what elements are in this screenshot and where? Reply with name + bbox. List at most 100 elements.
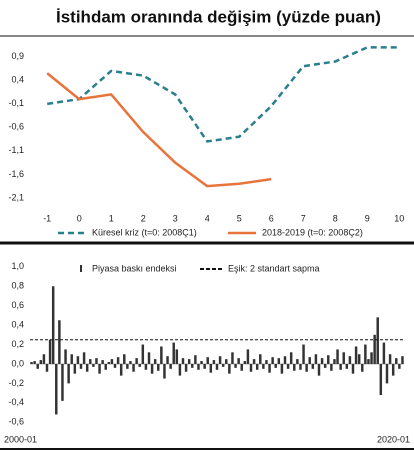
y-tick-label: 0,2 (11, 339, 24, 349)
bar (249, 363, 253, 372)
y-tick-label: 0,8 (11, 281, 24, 291)
bar (225, 359, 228, 364)
bar (172, 342, 175, 364)
bar (228, 363, 231, 374)
x-tick-label: 0 (77, 213, 82, 223)
bar (73, 363, 77, 374)
bar (55, 363, 58, 415)
bar (395, 358, 398, 364)
bar (361, 363, 364, 372)
bar (342, 352, 345, 364)
bar (76, 356, 80, 364)
bar (308, 357, 311, 364)
bar (187, 359, 191, 364)
y-tick-label: -0,2 (8, 378, 24, 388)
x-tick-label: 8 (333, 213, 338, 223)
bar (119, 363, 123, 376)
bar (104, 363, 107, 370)
y-tick-label: 0,6 (11, 300, 24, 310)
y-tick-label: -1,1 (8, 145, 24, 155)
y-tick-label: 0,4 (11, 75, 24, 85)
bar (160, 346, 163, 364)
bar (191, 363, 194, 368)
x-tick-label: 1 (109, 213, 114, 223)
x-tick-label: 10 (394, 213, 404, 223)
y-tick-label: -1,6 (8, 169, 24, 179)
bar (85, 363, 89, 372)
legend-swatch (80, 265, 82, 272)
bar (163, 363, 166, 379)
bar (317, 363, 321, 376)
bar (135, 358, 138, 364)
y-tick-label: 0,4 (11, 319, 24, 329)
bar (169, 363, 172, 369)
bar (194, 355, 197, 364)
bar (286, 363, 290, 369)
bar (296, 359, 299, 364)
bar (385, 363, 389, 384)
chart-title: İstihdam oranında değişim (yüzde puan) (56, 7, 381, 26)
bar (33, 361, 36, 364)
bar (320, 358, 324, 364)
bar (354, 346, 358, 364)
bar (280, 363, 284, 374)
bar (327, 355, 330, 364)
bar (141, 344, 145, 364)
bar (215, 363, 219, 370)
bar (262, 363, 265, 369)
bar (123, 354, 126, 364)
bar (391, 363, 395, 376)
bar (157, 363, 160, 371)
y-tick-label: 0,0 (11, 358, 24, 368)
bar (376, 317, 379, 364)
y-tick-label: 1,0 (11, 261, 24, 271)
x-tick-label: 6 (269, 213, 274, 223)
bar (305, 363, 308, 372)
bar (212, 360, 216, 364)
x-tick-label: -1 (43, 213, 51, 223)
bar (61, 363, 64, 401)
bar (51, 286, 55, 364)
legend-label: Eşik: 2 standart sapma (228, 263, 320, 273)
bar (153, 359, 157, 364)
bar (110, 359, 114, 364)
bar (314, 354, 318, 364)
bar (200, 361, 203, 364)
bar (259, 354, 262, 364)
bar (150, 363, 154, 374)
bar (144, 363, 148, 370)
bar (333, 359, 336, 364)
bar (271, 357, 274, 364)
bar (246, 349, 250, 364)
bar (175, 349, 179, 364)
bar (339, 363, 342, 370)
bar (237, 358, 240, 364)
series-line (46, 72, 272, 188)
bar (166, 356, 169, 364)
bar (48, 339, 52, 364)
bar (116, 357, 120, 364)
bar (348, 356, 352, 364)
bar (206, 357, 209, 364)
bar (132, 363, 135, 372)
x-tick-label: 5 (237, 213, 242, 223)
x-tick-label: 7 (301, 213, 306, 223)
bar (218, 356, 222, 364)
x-tick-label: 2020-01 (377, 434, 410, 444)
bar (129, 361, 132, 364)
bar (367, 359, 370, 364)
bar (268, 363, 271, 373)
bar (67, 363, 70, 384)
bar (364, 344, 367, 364)
bar (209, 363, 213, 373)
bar (147, 352, 151, 364)
bar (203, 363, 206, 369)
bar (234, 363, 237, 368)
bar (240, 363, 243, 371)
bar (184, 363, 188, 372)
bar (98, 363, 101, 374)
bar (64, 349, 67, 364)
bar (95, 358, 98, 364)
bar (231, 352, 234, 364)
x-tick-label: 9 (365, 213, 370, 223)
